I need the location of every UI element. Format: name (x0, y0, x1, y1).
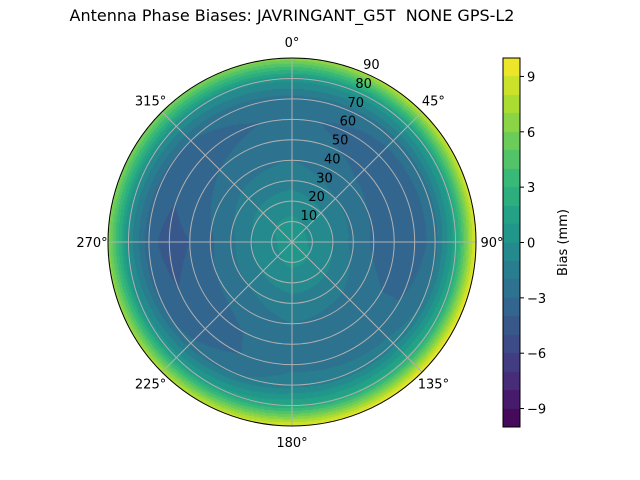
colorbar-tick-label: −3 (527, 292, 546, 307)
theta-tick-label: 45° (422, 95, 445, 110)
polar-frame (107, 57, 477, 427)
theta-tick-label: 270° (76, 236, 107, 251)
r-tick-label: 10 (301, 209, 318, 224)
colorbar-tick-label: 3 (527, 181, 535, 196)
colorbar (502, 57, 521, 428)
colorbar-tick-label: −6 (527, 347, 546, 362)
r-tick-label: 90 (363, 58, 380, 73)
r-tick-label: 50 (332, 134, 349, 149)
colorbar-tick-label: −9 (527, 403, 546, 418)
grid-spoke (291, 111, 423, 243)
theta-tick-label: 0° (285, 36, 300, 51)
r-tick-label: 30 (316, 171, 333, 186)
colorbar-label: Bias (mm) (556, 209, 571, 276)
grid-spoke (291, 241, 423, 373)
theta-tick-label: 180° (276, 436, 307, 451)
chart-title: Antenna Phase Biases: JAVRINGANT_G5T NON… (69, 6, 515, 25)
colorbar-tick-label: 6 (527, 126, 535, 141)
grid-spoke (161, 241, 293, 373)
r-tick-label: 40 (324, 152, 341, 167)
r-tick-label: 20 (308, 190, 325, 205)
grid-spoke (161, 111, 293, 243)
theta-tick-label: 315° (135, 95, 166, 110)
colorbar-tick-label: 9 (527, 70, 535, 85)
r-tick-label: 60 (340, 115, 357, 130)
theta-tick-label: 135° (418, 377, 449, 392)
theta-tick-label: 90° (480, 236, 503, 251)
r-tick-label: 80 (355, 77, 372, 92)
r-tick-label: 70 (347, 96, 364, 111)
colorbar-tick-label: 0 (527, 237, 535, 252)
theta-tick-label: 225° (135, 377, 166, 392)
